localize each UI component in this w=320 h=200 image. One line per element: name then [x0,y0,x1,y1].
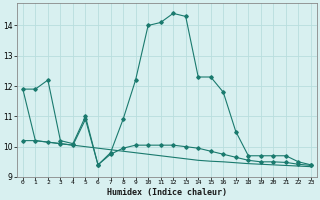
X-axis label: Humidex (Indice chaleur): Humidex (Indice chaleur) [107,188,227,197]
